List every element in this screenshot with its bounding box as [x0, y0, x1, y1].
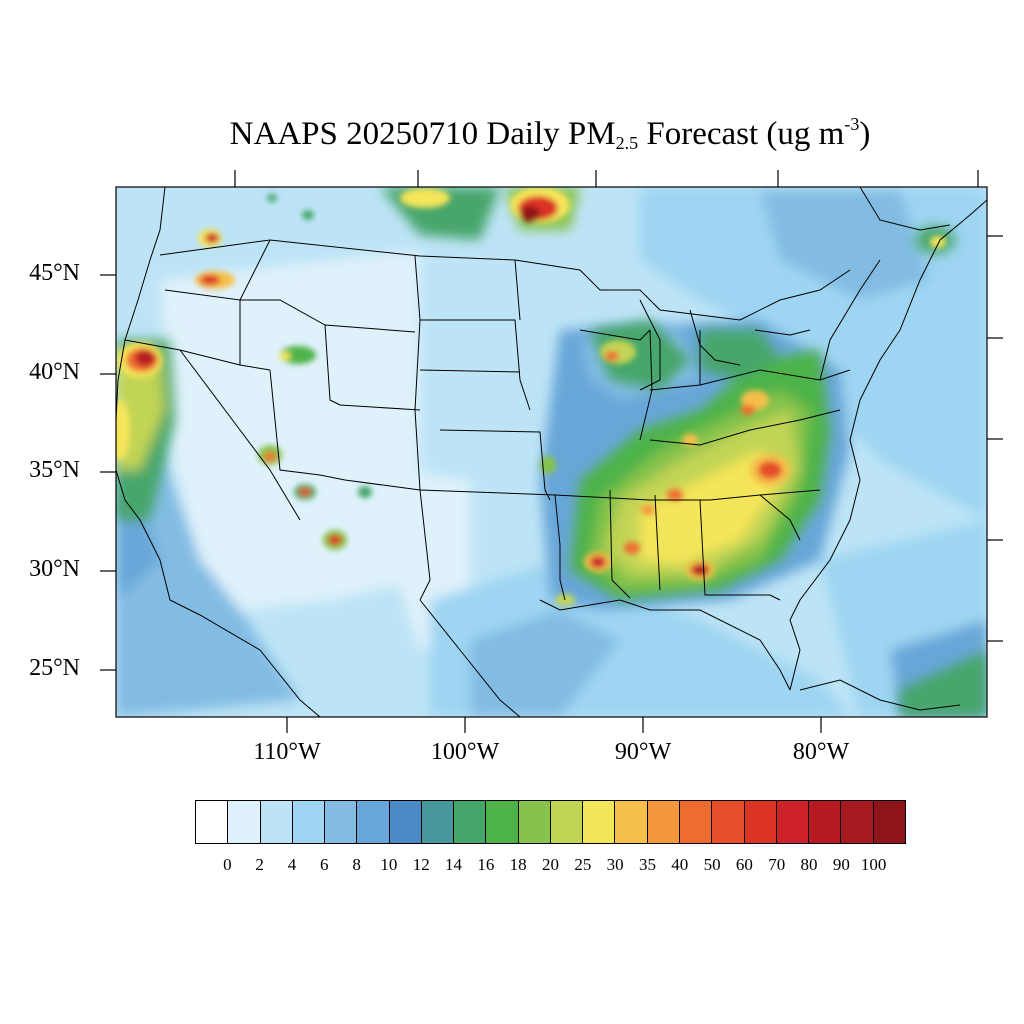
- right-ticks: [987, 235, 1003, 642]
- colorbar-swatch: [421, 801, 455, 843]
- colorbar-label: 20: [542, 855, 559, 874]
- colorbar-label: 2: [255, 855, 264, 874]
- colorbar-swatch: [583, 801, 616, 843]
- colorbar-swatch: [196, 801, 229, 843]
- colorbar-label: 90: [832, 855, 850, 874]
- colorbar-label: 60: [735, 855, 753, 874]
- colorbar-swatch: [809, 801, 842, 843]
- colorbar-swatch: [228, 801, 261, 843]
- lat-label-30n: 30°N: [29, 556, 80, 582]
- lat-label-25n: 25°N: [29, 655, 80, 681]
- colorbar-label: 6: [320, 855, 329, 874]
- colorbar-label: 40: [671, 855, 689, 874]
- map-title: NAAPS 20250710 Daily PM2.5 Forecast (ug …: [229, 114, 871, 153]
- colorbar-label: 14: [445, 855, 463, 874]
- colorbar-label: 0: [223, 855, 232, 874]
- colorbar-swatch: [776, 801, 810, 843]
- colorbar-swatch: [744, 801, 777, 843]
- lat-label-45n: 45°N: [29, 260, 80, 286]
- lat-label-40n: 40°N: [29, 359, 80, 385]
- colorbar-label: 4: [287, 855, 297, 874]
- colorbar-swatch: [389, 801, 422, 843]
- concentration-field: [116, 187, 987, 717]
- colorbar-swatch: [615, 801, 648, 843]
- colorbar-swatch: [873, 801, 905, 843]
- lon-label-100w: 100°W: [430, 739, 500, 765]
- colorbar-swatch: [486, 801, 519, 843]
- colorbar-label: 12: [412, 855, 430, 874]
- colorbar-swatch: [518, 801, 551, 843]
- colorbar-swatch: [679, 801, 713, 843]
- colorbar-label: 100: [860, 855, 887, 874]
- top-ticks: [234, 170, 979, 187]
- boundaries: [116, 187, 987, 717]
- colorbar-label: 25: [574, 855, 592, 874]
- colorbar-label: 35: [638, 855, 656, 874]
- bottom-ticks: [286, 717, 822, 733]
- colorbar-label: 16: [477, 855, 495, 874]
- colorbar-label: 80: [800, 855, 818, 874]
- colorbar: [195, 800, 906, 844]
- colorbar-swatch: [292, 801, 326, 843]
- colorbar-swatch: [454, 801, 487, 843]
- colorbar-swatch: [357, 801, 390, 843]
- colorbar-label: 18: [509, 855, 527, 874]
- left-ticks: [100, 274, 116, 671]
- colorbar-swatch: [550, 801, 584, 843]
- colorbar-label: 30: [606, 855, 624, 874]
- lat-label-35n: 35°N: [29, 457, 80, 483]
- lon-label-80w: 80°W: [792, 739, 850, 765]
- colorbar-swatch: [647, 801, 680, 843]
- lon-label-110w: 110°W: [253, 739, 321, 765]
- colorbar-label: 70: [768, 855, 786, 874]
- colorbar-swatch: [260, 801, 293, 843]
- lon-label-90w: 90°W: [614, 739, 672, 765]
- colorbar-label: 10: [380, 855, 398, 874]
- colorbar-label: 50: [703, 855, 721, 874]
- colorbar-labels: 0 2 4 6 8 10 12 14 16 18 20 25 30 35 40 50 60 70 80 90 100: [0, 855, 1024, 879]
- colorbar-label: 8: [352, 855, 361, 874]
- colorbar-swatch: [712, 801, 745, 843]
- colorbar-swatch: [325, 801, 358, 843]
- colorbar-swatch: [841, 801, 874, 843]
- map-frame: [115, 186, 988, 718]
